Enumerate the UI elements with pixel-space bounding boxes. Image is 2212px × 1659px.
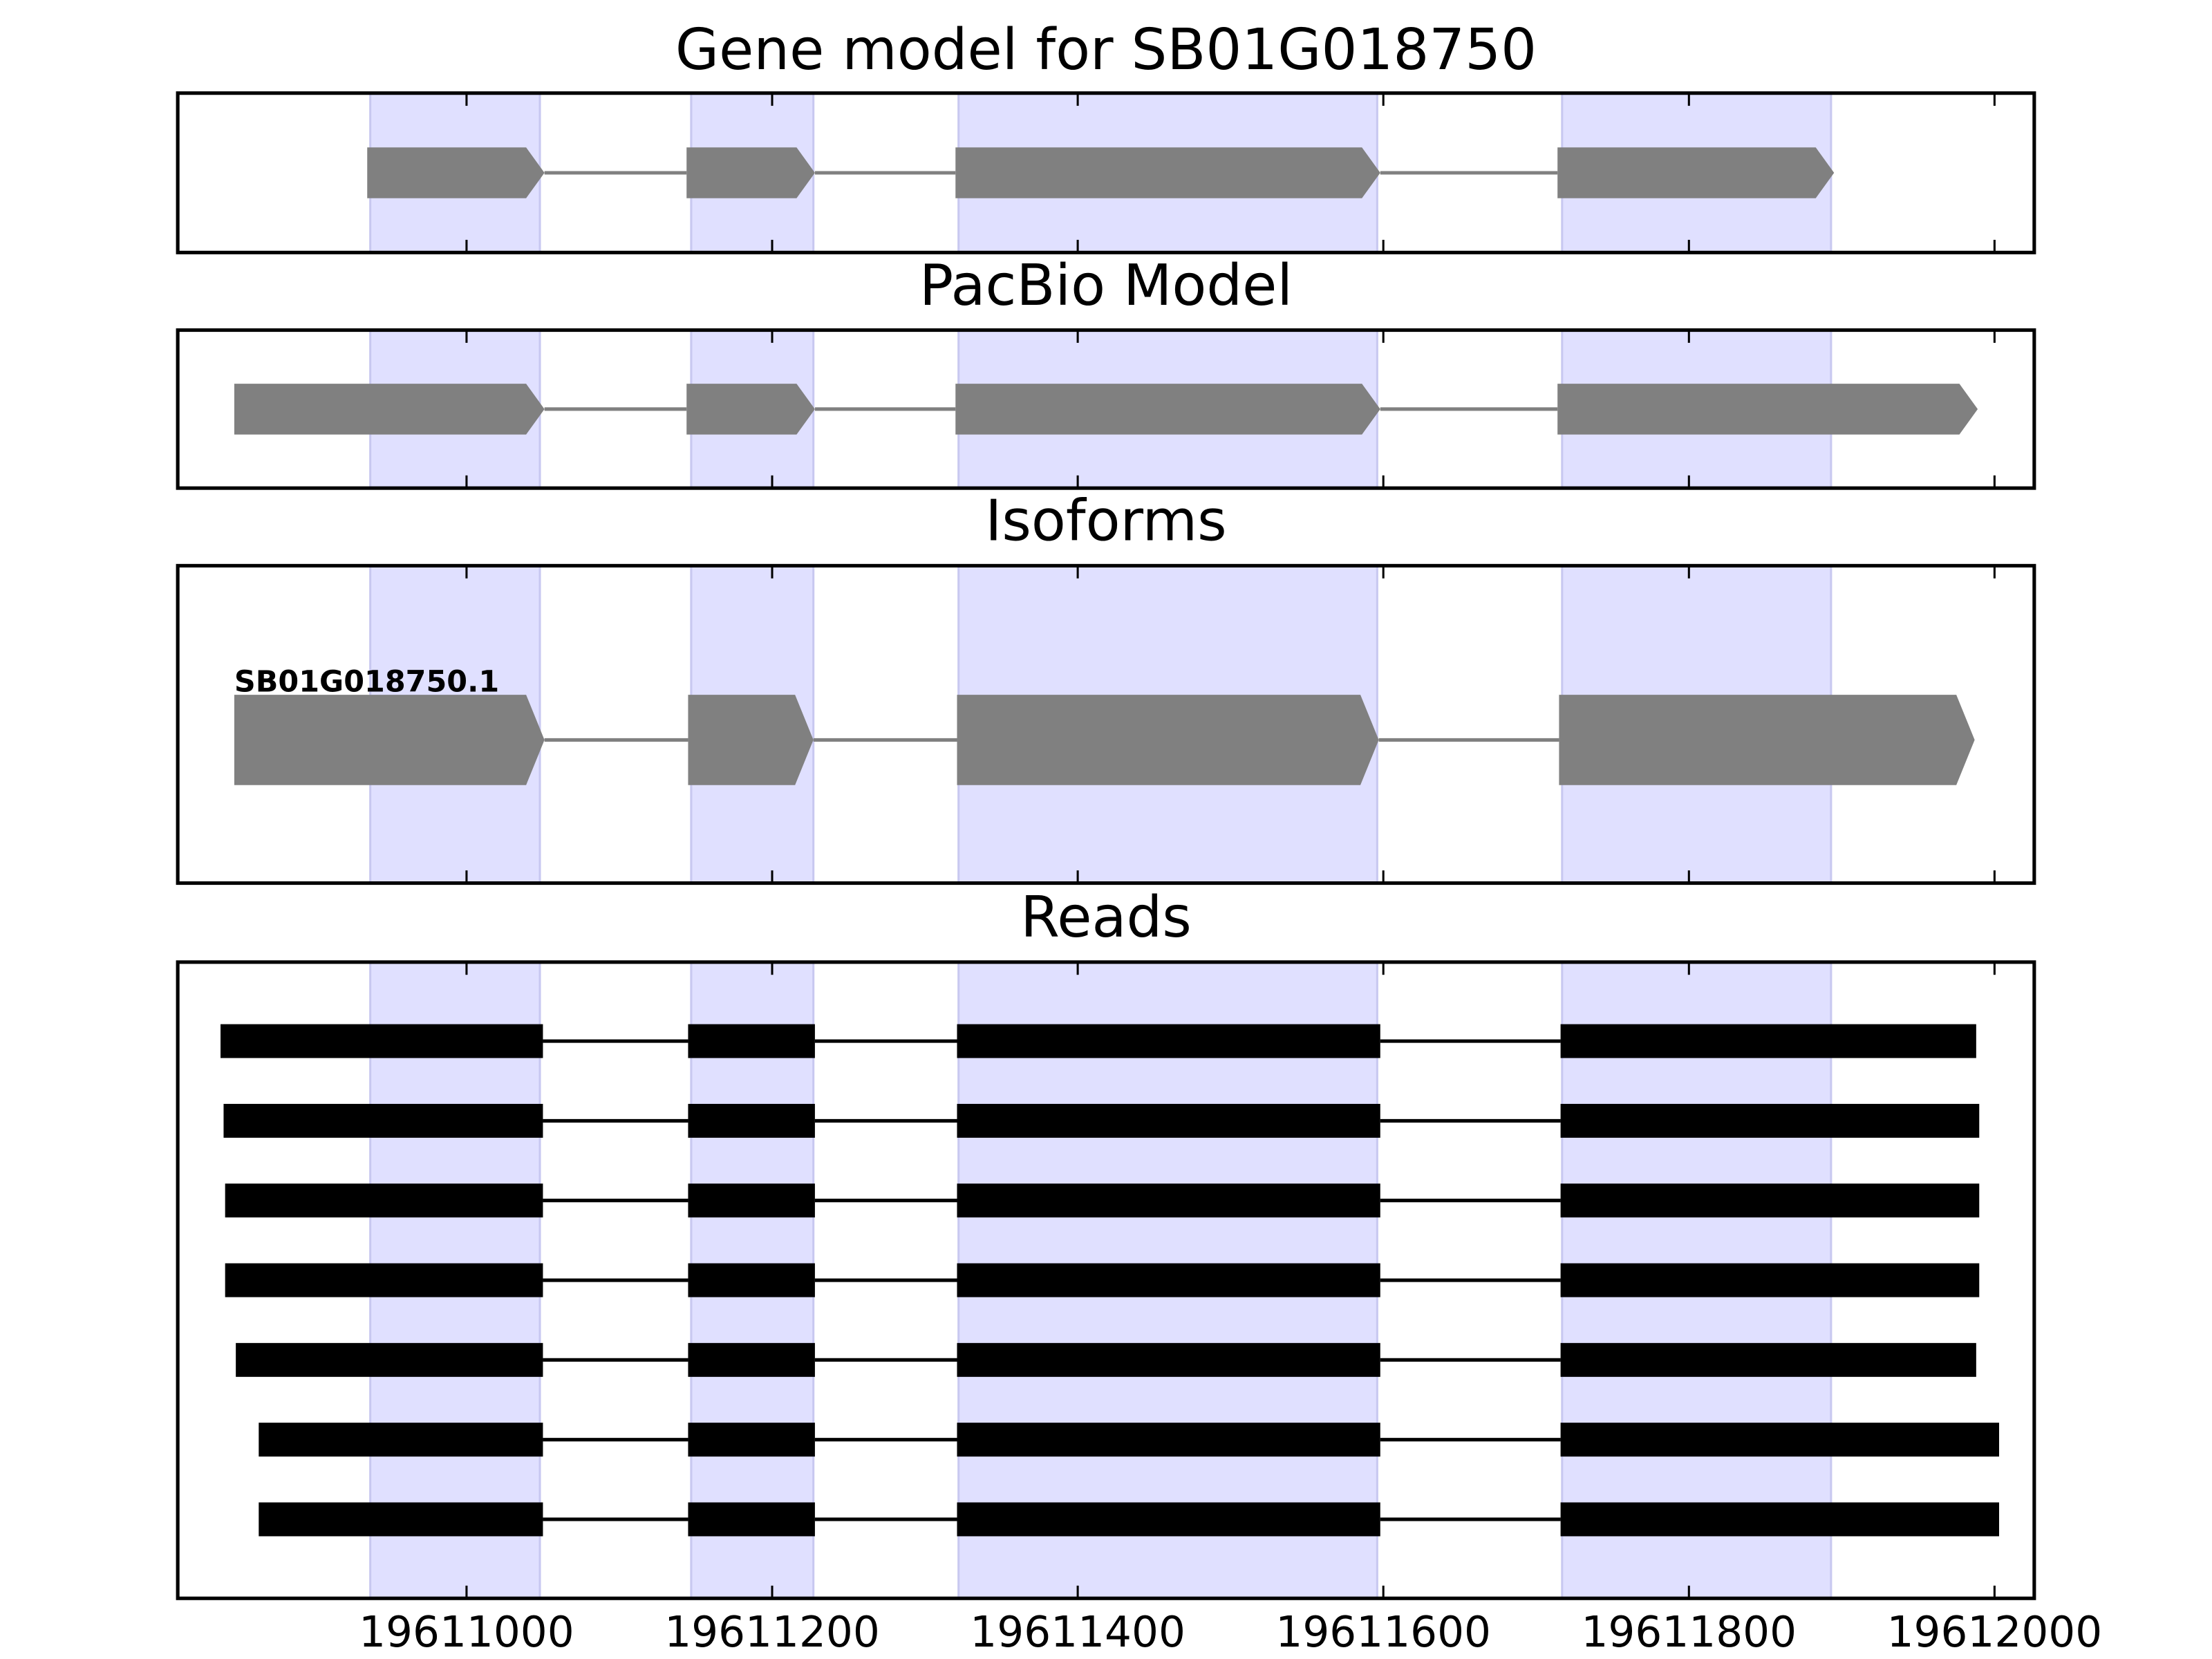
exon bbox=[686, 384, 815, 435]
read-block bbox=[221, 1024, 543, 1058]
exon bbox=[957, 695, 1379, 785]
read-block bbox=[1560, 1502, 2000, 1537]
read-block bbox=[259, 1502, 543, 1537]
read-block bbox=[225, 1183, 543, 1218]
panel-frame bbox=[176, 328, 2036, 490]
read-block bbox=[957, 1024, 1380, 1058]
exon bbox=[1557, 147, 1835, 198]
read-block bbox=[688, 1103, 815, 1138]
read-block bbox=[236, 1342, 543, 1377]
read-block bbox=[223, 1103, 543, 1138]
exon bbox=[367, 147, 545, 198]
panel-title: Gene model for SB01G018750 bbox=[675, 17, 1537, 83]
x-tick-label: 19611200 bbox=[664, 1608, 880, 1657]
isoform-label: SB01G018750.1 bbox=[234, 664, 499, 699]
panel-title: PacBio Model bbox=[919, 253, 1293, 319]
read-block bbox=[1560, 1342, 1976, 1377]
read-block bbox=[957, 1342, 1380, 1377]
read-block bbox=[1560, 1024, 1976, 1058]
exon bbox=[686, 147, 815, 198]
x-tick-label: 19611000 bbox=[359, 1608, 574, 1657]
read-block bbox=[1560, 1423, 2000, 1457]
exon bbox=[955, 384, 1380, 435]
read-block bbox=[1560, 1263, 1980, 1297]
exon bbox=[955, 147, 1380, 198]
panel-title: Isoforms bbox=[985, 489, 1226, 554]
panel-frame bbox=[176, 563, 2036, 885]
read-block bbox=[1560, 1103, 1980, 1138]
panel-title: Reads bbox=[1020, 885, 1192, 950]
x-tick-label: 19612000 bbox=[1887, 1608, 2103, 1657]
exon bbox=[234, 384, 545, 435]
read-block bbox=[957, 1502, 1380, 1537]
read-block bbox=[957, 1103, 1380, 1138]
read-block bbox=[259, 1423, 543, 1457]
read-block bbox=[688, 1502, 815, 1537]
exon bbox=[1559, 695, 1975, 785]
read-block bbox=[225, 1263, 543, 1297]
read-block bbox=[957, 1183, 1380, 1218]
read-block bbox=[957, 1423, 1380, 1457]
x-tick-label: 19611400 bbox=[970, 1608, 1185, 1657]
read-block bbox=[688, 1263, 815, 1297]
read-block bbox=[957, 1263, 1380, 1297]
read-block bbox=[688, 1342, 815, 1377]
read-block bbox=[688, 1183, 815, 1218]
panel-frame bbox=[176, 91, 2036, 254]
read-block bbox=[688, 1423, 815, 1457]
exon bbox=[234, 695, 545, 785]
read-block bbox=[688, 1024, 815, 1058]
x-tick-label: 19611600 bbox=[1275, 1608, 1491, 1657]
panel-frame bbox=[176, 960, 2036, 1600]
x-tick-label: 19611800 bbox=[1581, 1608, 1797, 1657]
read-block bbox=[1560, 1183, 1980, 1218]
exon bbox=[1557, 384, 1978, 435]
exon bbox=[688, 695, 814, 785]
